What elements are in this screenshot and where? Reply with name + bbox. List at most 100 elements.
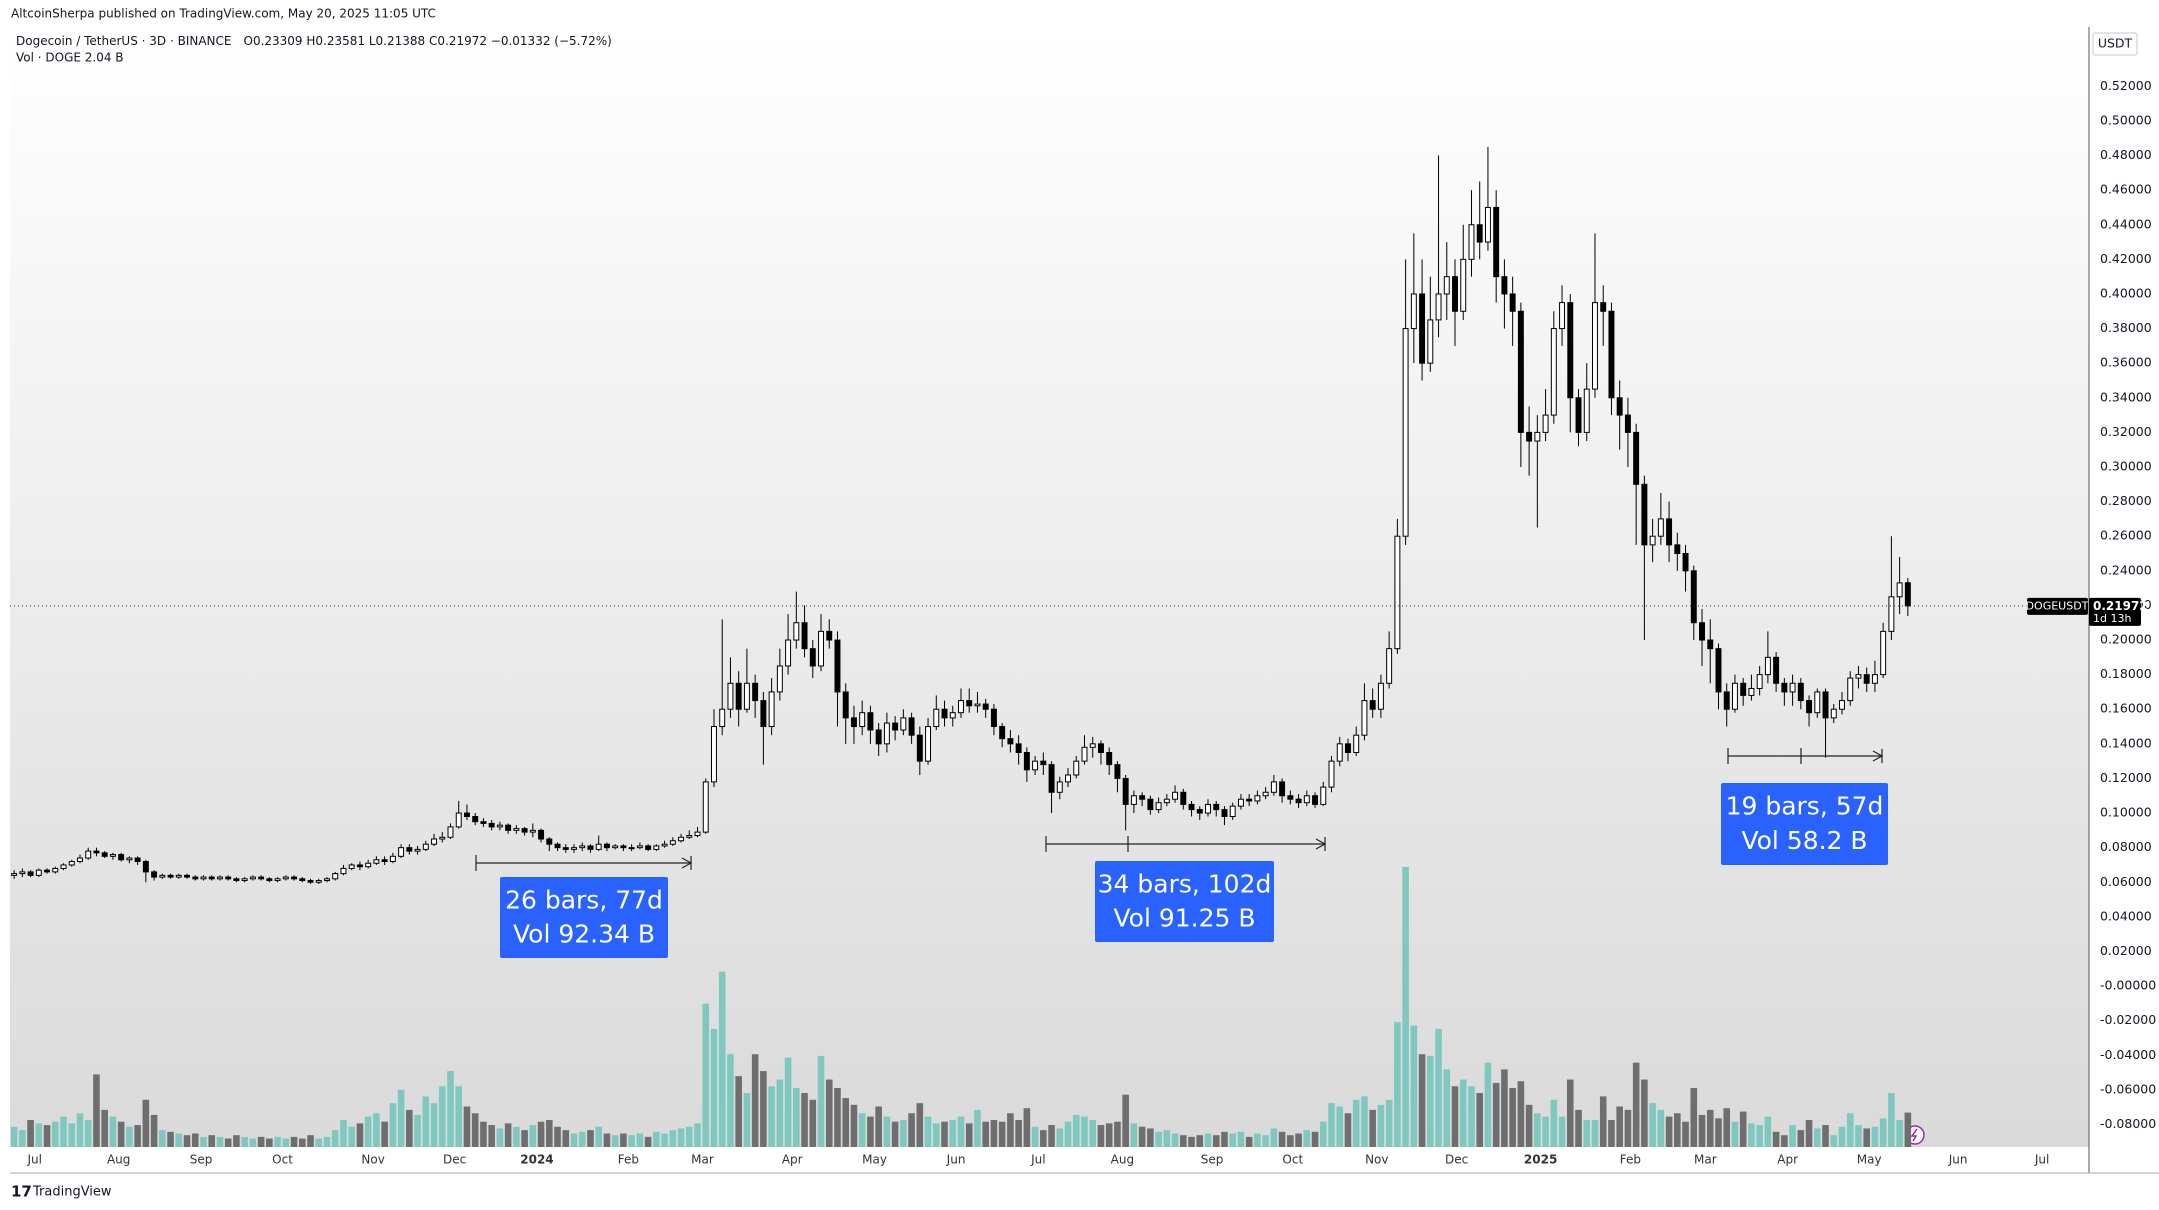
volume-bar — [1212, 1135, 1220, 1147]
candle-body — [496, 824, 503, 828]
volume-bar — [216, 1136, 224, 1147]
volume-bar — [529, 1125, 537, 1147]
volume-bar — [751, 1054, 759, 1147]
volume-bar — [1122, 1094, 1129, 1147]
candle-body — [645, 845, 652, 850]
volume-bar — [990, 1120, 998, 1147]
candle-body — [883, 722, 890, 745]
candle-body — [1822, 691, 1829, 719]
volume-bar — [1484, 1062, 1492, 1147]
volume-bar — [208, 1135, 216, 1147]
candle-body — [356, 864, 363, 868]
volume-bar — [447, 1071, 454, 1147]
volume-bar — [760, 1071, 767, 1147]
volume-bar — [1797, 1130, 1805, 1147]
candle-body — [1789, 682, 1796, 693]
volume-bar — [134, 1125, 141, 1147]
candle-body — [1122, 777, 1129, 805]
annotation-box — [1721, 783, 1888, 865]
volume-bar — [867, 1116, 874, 1147]
candle-body — [1633, 431, 1640, 485]
price-label: 0.21972 — [2093, 599, 2148, 613]
y-tick-label: -0.06000 — [2100, 1081, 2156, 1096]
currency: USDT — [2098, 36, 2133, 51]
candle-body — [216, 876, 223, 880]
candle-body — [208, 876, 215, 880]
candle-body — [1172, 791, 1179, 800]
volume-bar — [595, 1126, 603, 1147]
candle-body — [612, 845, 619, 849]
candle-body — [1361, 700, 1368, 736]
volume-bar — [1352, 1099, 1360, 1147]
x-tick-label: Apr — [782, 1153, 803, 1167]
volume-bar — [850, 1104, 858, 1147]
candle-body — [1657, 518, 1664, 537]
volume-bar — [488, 1125, 495, 1147]
volume-bar — [480, 1121, 487, 1147]
candle-body — [834, 639, 841, 693]
volume-bar — [578, 1131, 586, 1147]
volume-bar — [982, 1121, 989, 1147]
volume-bar — [825, 1079, 833, 1147]
candle-body — [702, 781, 709, 833]
candle-body — [1040, 760, 1047, 766]
volume-bar — [727, 1054, 734, 1147]
candle-body — [1723, 691, 1730, 710]
candle-body — [1715, 648, 1722, 693]
y-tick-label: -0.00000 — [2100, 978, 2156, 993]
x-tick-label: 2024 — [520, 1153, 553, 1167]
candle-body — [661, 843, 668, 847]
volume-bar — [1566, 1079, 1574, 1147]
candle-body — [768, 691, 775, 728]
volume-bar — [315, 1138, 323, 1147]
candles — [11, 146, 1911, 884]
volume-bar — [1402, 867, 1409, 1147]
candle-body — [1764, 656, 1771, 676]
candle-body — [678, 836, 685, 842]
y-tick-label: 0.20000 — [2100, 632, 2152, 647]
volume-bar — [1624, 1109, 1632, 1147]
volume-bar — [496, 1128, 504, 1147]
annotation-text: Vol 91.25 B — [1113, 903, 1255, 932]
candle-body — [1369, 700, 1376, 710]
volume-bar — [233, 1135, 240, 1147]
volume-bar — [513, 1126, 520, 1147]
volume-bar — [1410, 1025, 1418, 1147]
candle-body — [554, 843, 561, 849]
candle-body — [406, 847, 413, 852]
candle-body — [653, 845, 660, 850]
candle-body — [1196, 809, 1203, 814]
candle-body — [52, 867, 59, 873]
volume-bar — [1056, 1128, 1064, 1147]
volume-bar — [299, 1138, 306, 1147]
x-tick-label: Nov — [1365, 1153, 1388, 1167]
volume-bar — [1764, 1116, 1772, 1147]
volume-bar — [1706, 1109, 1714, 1147]
candle-body — [439, 836, 446, 840]
volume-bar — [702, 1003, 710, 1147]
candle-body — [1303, 795, 1310, 804]
candle-body — [422, 843, 429, 850]
candle-body — [595, 843, 602, 850]
candle-body — [35, 869, 42, 876]
volume-bar — [1196, 1135, 1204, 1147]
candle-body — [990, 708, 997, 728]
symbol-line: Dogecoin / TetherUS · 3D · BINANCE O0.233… — [16, 34, 612, 48]
candle-body — [949, 712, 956, 719]
candle-body — [1213, 803, 1220, 811]
candle-body — [1205, 803, 1211, 814]
volume-bar — [1180, 1135, 1187, 1147]
candle-body — [1484, 206, 1491, 243]
volume-bar — [1591, 1120, 1599, 1147]
volume-bar — [455, 1086, 463, 1147]
volume-bar — [1064, 1121, 1072, 1147]
symbol-label-box — [2027, 597, 2088, 615]
volume-bar — [84, 1120, 92, 1147]
volume-bar — [710, 1028, 718, 1147]
x-tick-label: Dec — [443, 1153, 466, 1167]
volume-bar — [1846, 1113, 1854, 1147]
candle-body — [826, 630, 833, 641]
volume-bar — [1130, 1123, 1138, 1147]
volume-bar — [364, 1116, 372, 1147]
